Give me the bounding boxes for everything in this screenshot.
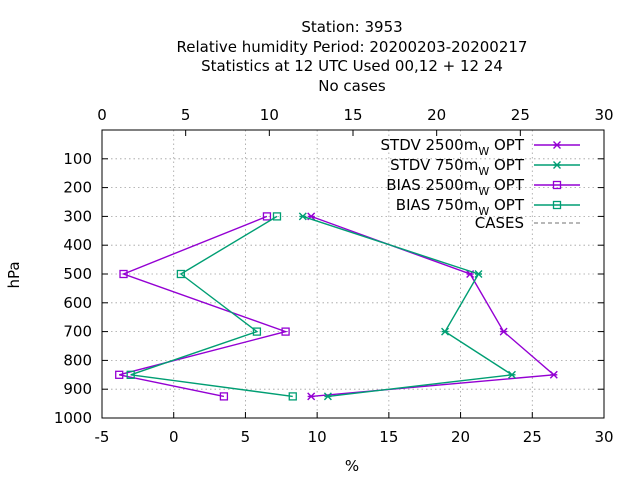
legend-name: STDV 2500m [381,136,479,154]
legend-suffix: OPT [489,156,525,174]
title-line-2: Relative humidity Period: 20200203-20200… [177,38,528,56]
y-axis-label: hPa [5,261,23,288]
asterisk-marker [307,392,316,401]
y-tick-label: 900 [63,380,92,398]
x2-tick-label: 25 [511,106,530,124]
square-marker [219,392,229,401]
series-group [115,212,558,401]
square-marker [281,327,290,336]
y-tick-label: 100 [63,150,92,168]
legend-label: BIAS 750mW OPT [396,196,525,218]
legend-name: BIAS 2500m [386,176,478,194]
legend-subscript: W [478,145,489,158]
legend-item-2: STDV 750mW OPT [390,156,580,178]
square-marker [252,327,262,336]
x-axis-label: % [345,457,359,475]
x-tick-label: 0 [169,428,179,446]
asterisk-marker [499,327,508,336]
legend-label: STDV 750mW OPT [390,156,525,178]
x-tick-label: 15 [379,428,398,446]
asterisk-marker [474,270,483,278]
x2-tick-label: 15 [343,106,362,124]
axis-ticks: -5 0 5 10 15 20 25 300 5 10 15 20 25 3010020030040050… [54,106,614,446]
asterisk-marker [507,370,516,379]
asterisk-marker [553,161,561,169]
series-1 [307,212,558,401]
title-line-4: No cases [318,77,386,95]
legend-subscript: W [478,165,489,178]
square-marker [126,370,135,379]
x2-tick-label: 20 [427,106,446,124]
legend-name: CASES [475,214,524,232]
y-tick-label: 800 [63,351,92,369]
square-marker [176,269,186,279]
asterisk-marker [553,141,561,149]
legend-name: STDV 750m [390,156,478,174]
legend-subscript: W [478,205,489,218]
legend-suffix: OPT [489,176,525,194]
square-marker [552,180,562,190]
chart-title: Station: 3953 Relative humidity Period: … [177,18,528,95]
legend-name: BIAS 750m [396,196,479,214]
y-tick-label: 1000 [54,409,92,427]
grid [102,130,604,418]
x2-tick-label: 0 [97,106,107,124]
series-line [130,215,293,398]
square-marker [115,370,124,379]
legend-item-3: BIAS 2500mW OPT [386,176,580,198]
asterisk-marker [441,327,450,336]
series-3 [115,212,290,401]
square-marker [272,212,282,221]
legend-label: CASES [475,214,524,232]
series-2 [298,212,516,401]
series-4 [126,212,297,401]
square-marker [288,392,297,401]
y-tick-label: 200 [63,179,92,197]
asterisk-marker [549,370,558,379]
y-tick-label: 400 [63,236,92,254]
y-tick-label: 700 [63,323,92,341]
square-marker [119,269,128,279]
asterisk-marker [323,392,332,401]
series-line [119,215,288,398]
x-tick-label: 30 [594,428,613,446]
series-line [302,215,514,398]
title-line-3: Statistics at 12 UTC Used 00,12 + 12 24 [201,57,503,75]
x-tick-label: 5 [241,428,251,446]
x-tick-label: -5 [95,428,110,446]
legend-label: BIAS 2500mW OPT [386,176,525,198]
x2-tick-label: 10 [260,106,279,124]
y-tick-label: 300 [63,207,92,225]
legend-suffix: OPT [489,136,525,154]
x-tick-label: 10 [308,428,327,446]
y-tick-label: 500 [63,265,92,283]
legend-item-1: STDV 2500mW OPT [381,136,580,158]
y-tick-label: 600 [63,294,92,312]
legend-subscript: W [478,185,489,198]
x2-tick-label: 5 [181,106,191,124]
title-line-1: Station: 3953 [301,18,402,36]
x-tick-label: 20 [451,428,470,446]
legend-suffix: OPT [489,196,525,214]
legend-item-5: CASES [475,214,580,232]
legend-label: STDV 2500mW OPT [381,136,525,158]
series-line [310,215,556,398]
legend-item-4: BIAS 750mW OPT [396,196,580,218]
square-marker [262,212,272,221]
square-marker [552,200,562,210]
asterisk-marker [298,212,307,221]
x-tick-label: 25 [523,428,542,446]
x2-tick-label: 30 [594,106,613,124]
